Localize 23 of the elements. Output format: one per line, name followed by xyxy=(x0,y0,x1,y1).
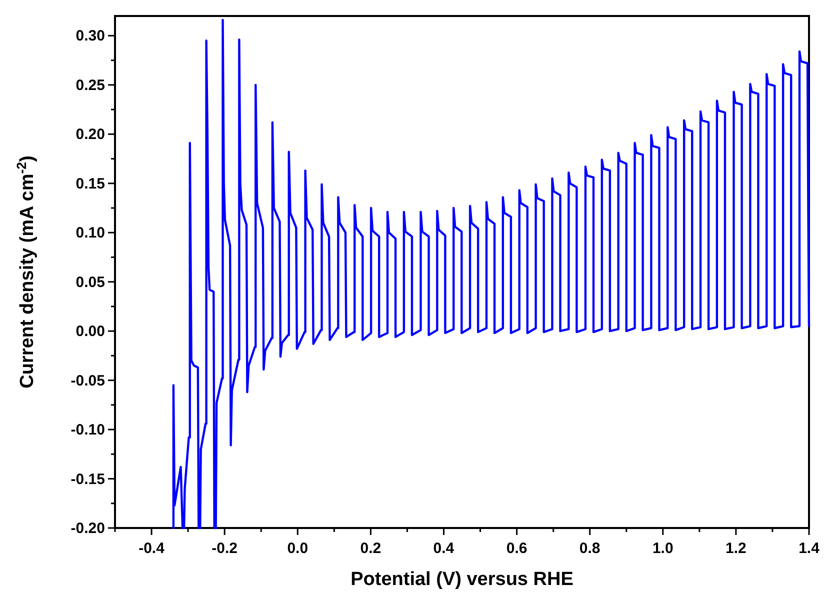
x-tick-label: -0.4 xyxy=(138,540,166,557)
y-tick-label: -0.10 xyxy=(70,422,105,439)
y-tick-label: 0.10 xyxy=(76,224,105,242)
y-tick-label: -0.20 xyxy=(70,520,105,537)
x-axis-title: Potential (V) versus RHE xyxy=(350,569,574,590)
x-tick-label: 0.2 xyxy=(360,540,382,557)
y-tick-label: 0.15 xyxy=(76,175,105,192)
y-tick-label: 0.05 xyxy=(76,274,105,291)
y-tick-label: 0.25 xyxy=(76,76,105,94)
x-tick-label: -0.2 xyxy=(212,540,238,557)
line-series xyxy=(172,18,810,530)
x-tick-label: 0.8 xyxy=(579,540,600,557)
x-tick-label: 0.4 xyxy=(433,540,455,557)
x-tick-label: 1.4 xyxy=(798,540,820,557)
x-tick-label: 0.6 xyxy=(506,540,528,557)
y-tick-label: -0.05 xyxy=(70,372,105,390)
x-tick-label: 0.0 xyxy=(287,540,308,557)
y-tick-label: 0.00 xyxy=(76,323,105,340)
y-tick-label: 0.20 xyxy=(76,126,105,144)
y-tick-label: 0.30 xyxy=(76,28,105,45)
y-tick-label: -0.15 xyxy=(70,470,105,488)
x-tick-label: 1.2 xyxy=(726,540,746,557)
x-tick-label: 1.0 xyxy=(652,540,674,557)
